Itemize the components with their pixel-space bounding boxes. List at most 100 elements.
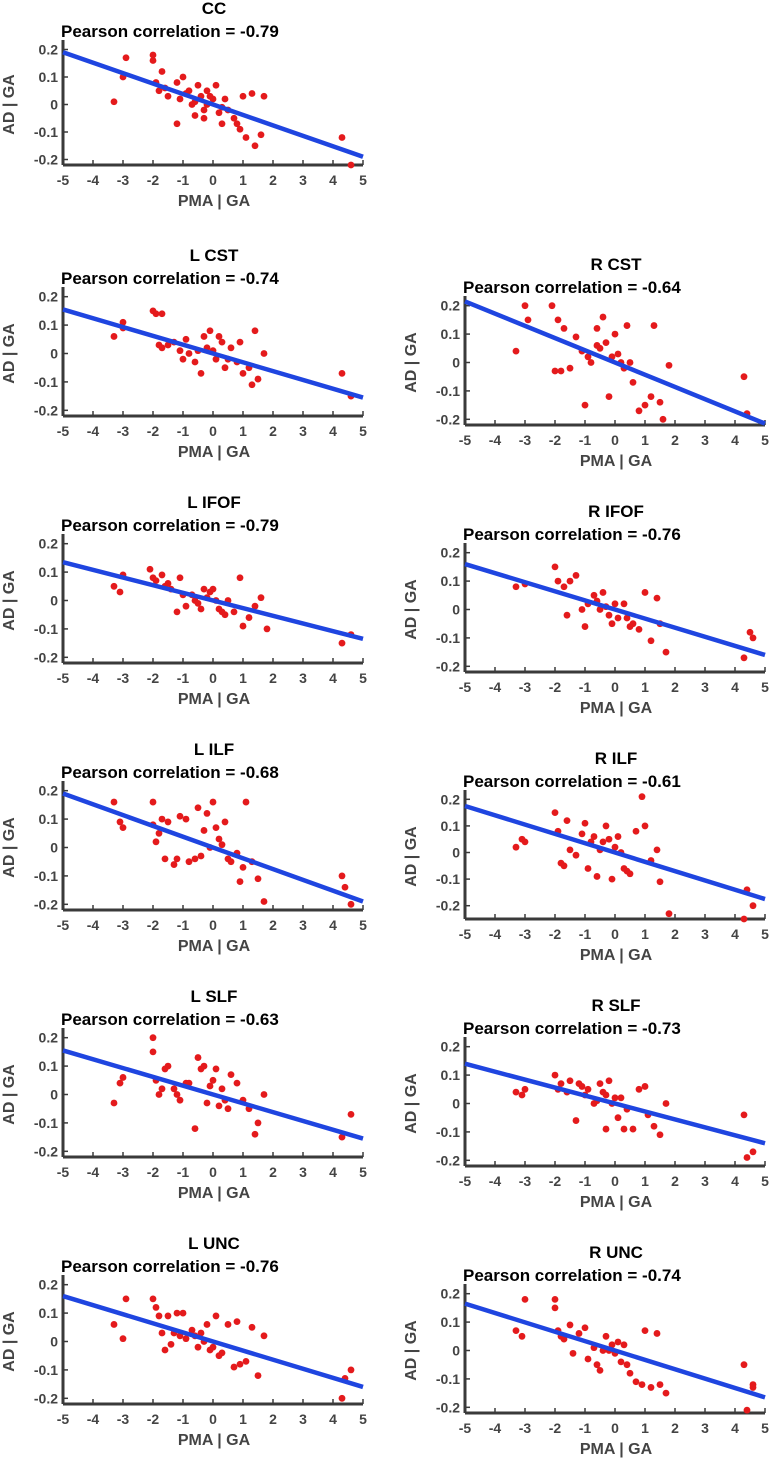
x-tick-label: -4 [489, 1173, 502, 1189]
data-point [215, 333, 223, 340]
x-tick-label: -1 [177, 1411, 190, 1427]
panel-l-ifof: L IFOF Pearson correlation = -0.79 -5 -4 -3 -… [1, 493, 367, 708]
data-point [641, 1083, 649, 1090]
x-tick-label: 3 [701, 679, 709, 695]
x-tick-label: -1 [579, 1173, 592, 1189]
x-tick-label: -4 [489, 1420, 502, 1436]
y-tick-label: 0.1 [39, 317, 59, 333]
x-tick-label: 3 [299, 423, 307, 439]
data-point [248, 1323, 256, 1331]
data-point [653, 594, 661, 602]
data-point [164, 818, 172, 826]
data-point [575, 1080, 583, 1088]
x-tick-label: 5 [761, 679, 769, 695]
data-point [110, 98, 118, 106]
data-point [227, 1071, 235, 1079]
x-tick-label: 1 [239, 670, 247, 686]
data-point [158, 571, 166, 579]
y-tick-label: -0.2 [34, 649, 58, 665]
data-point [206, 327, 214, 335]
data-point [197, 1329, 205, 1337]
x-tick-label: 4 [329, 172, 337, 188]
data-point [194, 1054, 202, 1061]
data-point [197, 369, 205, 377]
x-tick-label: 0 [209, 1164, 217, 1180]
data-point [260, 1332, 268, 1340]
x-tick-label: 5 [359, 172, 367, 188]
x-tick-label: 0 [611, 1420, 619, 1436]
y-tick-label: 0 [452, 355, 460, 371]
data-point [581, 819, 589, 827]
data-point [149, 1048, 157, 1056]
data-point [581, 1324, 589, 1332]
panel-l-slf: L SLF Pearson correlation = -0.63 -5 -4 -3 -2… [1, 987, 367, 1202]
y-tick-label: 0.2 [441, 298, 461, 314]
data-point [158, 68, 166, 75]
data-point [239, 622, 247, 630]
panel-title: L CST [190, 246, 239, 265]
data-point [593, 873, 601, 880]
x-tick-label: -4 [87, 423, 100, 439]
x-tick-label: -3 [519, 1420, 532, 1436]
x-tick-label: -5 [459, 679, 472, 695]
x-tick-label: -1 [177, 670, 190, 686]
data-point [251, 1130, 259, 1138]
x-tick-label: -2 [147, 917, 160, 933]
data-point [260, 350, 268, 357]
panel-title: R UNC [589, 1243, 643, 1262]
x-tick-label: -4 [87, 917, 100, 933]
data-point [599, 838, 607, 846]
x-tick-label: -2 [147, 1164, 160, 1180]
x-tick-label: -3 [519, 432, 532, 448]
x-tick-label: -5 [57, 917, 70, 933]
x-tick-label: 0 [209, 917, 217, 933]
data-point [179, 73, 187, 81]
data-point [236, 574, 244, 582]
data-point [254, 875, 262, 883]
x-tick-label: 5 [359, 1411, 367, 1427]
data-point [149, 1034, 157, 1042]
data-point [551, 809, 559, 817]
data-point [749, 634, 757, 642]
x-tick-label: -1 [177, 1164, 190, 1180]
y-tick-label: -0.1 [436, 1371, 460, 1387]
x-tick-label: 1 [239, 917, 247, 933]
data-point [518, 1091, 526, 1099]
data-point [656, 1131, 664, 1139]
y-tick-label: 0 [50, 346, 58, 362]
data-point [347, 1366, 355, 1374]
panel-r-cst: R CST Pearson correlation = -0.64 -5 -4 -3 -2… [403, 255, 769, 470]
x-tick-label: 4 [329, 670, 337, 686]
data-point [254, 1119, 262, 1127]
x-tick-label: 0 [209, 1411, 217, 1427]
data-point [176, 574, 184, 582]
data-point [173, 1309, 181, 1317]
data-point [614, 833, 622, 840]
data-point [605, 1077, 613, 1085]
data-point [221, 818, 229, 826]
x-tick-label: 4 [731, 432, 739, 448]
y-tick-label: 0 [50, 1087, 58, 1103]
data-point [605, 393, 613, 400]
x-tick-label: -1 [579, 926, 592, 942]
data-point [659, 415, 667, 423]
data-point [653, 1330, 661, 1337]
data-point [560, 862, 568, 870]
regression-line [464, 803, 766, 902]
data-point [593, 325, 601, 332]
x-tick-label: -2 [147, 670, 160, 686]
panel-l-cst: L CST Pearson correlation = -0.74 -5 -4 -3 -2… [1, 246, 367, 461]
data-point [233, 1318, 241, 1326]
data-point [602, 1091, 610, 1099]
x-axis-label: PMA | GA [580, 947, 653, 964]
data-point [194, 1343, 202, 1351]
data-point [740, 1361, 748, 1369]
data-point [182, 815, 190, 823]
x-tick-label: 4 [329, 917, 337, 933]
data-point [629, 378, 637, 386]
x-tick-label: -4 [489, 432, 502, 448]
data-point [548, 302, 556, 310]
data-point [626, 1369, 634, 1377]
y-tick-label: 0 [50, 97, 58, 113]
data-point [155, 1312, 163, 1320]
